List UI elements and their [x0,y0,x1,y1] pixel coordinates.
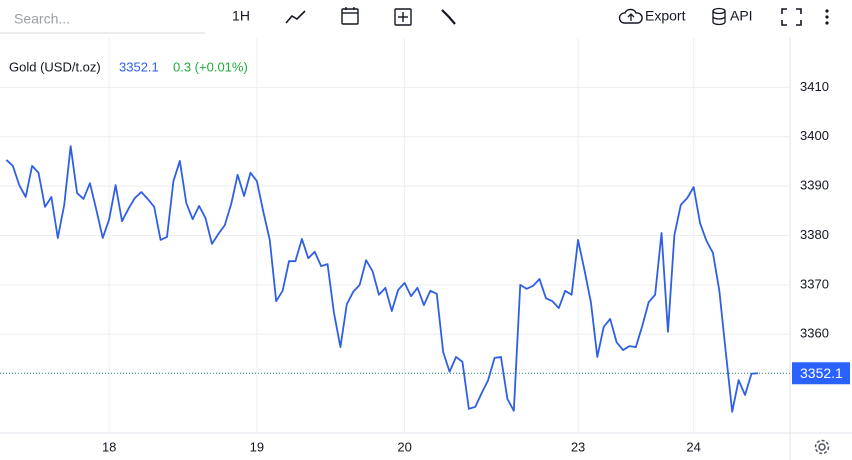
fullscreen-icon[interactable] [781,8,802,26]
y-tick-label: 3410 [800,79,829,94]
last-price-label: 3352.1 [800,365,843,381]
x-tick-label: 23 [571,439,585,454]
export-button[interactable]: Export [618,8,686,24]
export-label: Export [645,8,686,24]
x-tick-label: 18 [102,439,116,454]
y-tick-label: 3400 [800,128,829,143]
y-tick-label: 3380 [800,227,829,242]
x-tick-label: 24 [686,439,700,454]
y-tick-label: 3390 [800,178,829,193]
legend-symbol: Gold (USD/t.oz) [9,59,101,74]
x-tick-label: 20 [397,439,411,454]
legend-price: 3352.1 [119,59,159,74]
calendar-icon[interactable] [341,7,359,25]
y-tick-label: 3360 [800,326,829,341]
add-indicator-icon[interactable] [394,8,412,26]
legend: Gold (USD/t.oz) 3352.1 0.3 (+0.01%) [9,59,248,74]
grid [0,38,790,433]
last-price-badge [792,362,850,385]
settings-icon[interactable] [814,439,830,455]
plot [0,145,790,413]
search-input[interactable]: Search... [14,11,70,27]
api-label: API [730,8,753,24]
interval-button[interactable]: 1H [232,8,250,24]
toolbar: Search... 1H Export API [0,7,829,34]
x-tick-label: 19 [250,439,264,454]
price-line [5,145,758,413]
api-button[interactable]: API [712,8,753,26]
chart-type-icon[interactable] [285,10,306,24]
tools-icon[interactable] [441,9,456,25]
legend-change: 0.3 (+0.01%) [173,59,248,74]
y-tick-label: 3370 [800,276,829,291]
menu-icon[interactable] [825,9,829,25]
